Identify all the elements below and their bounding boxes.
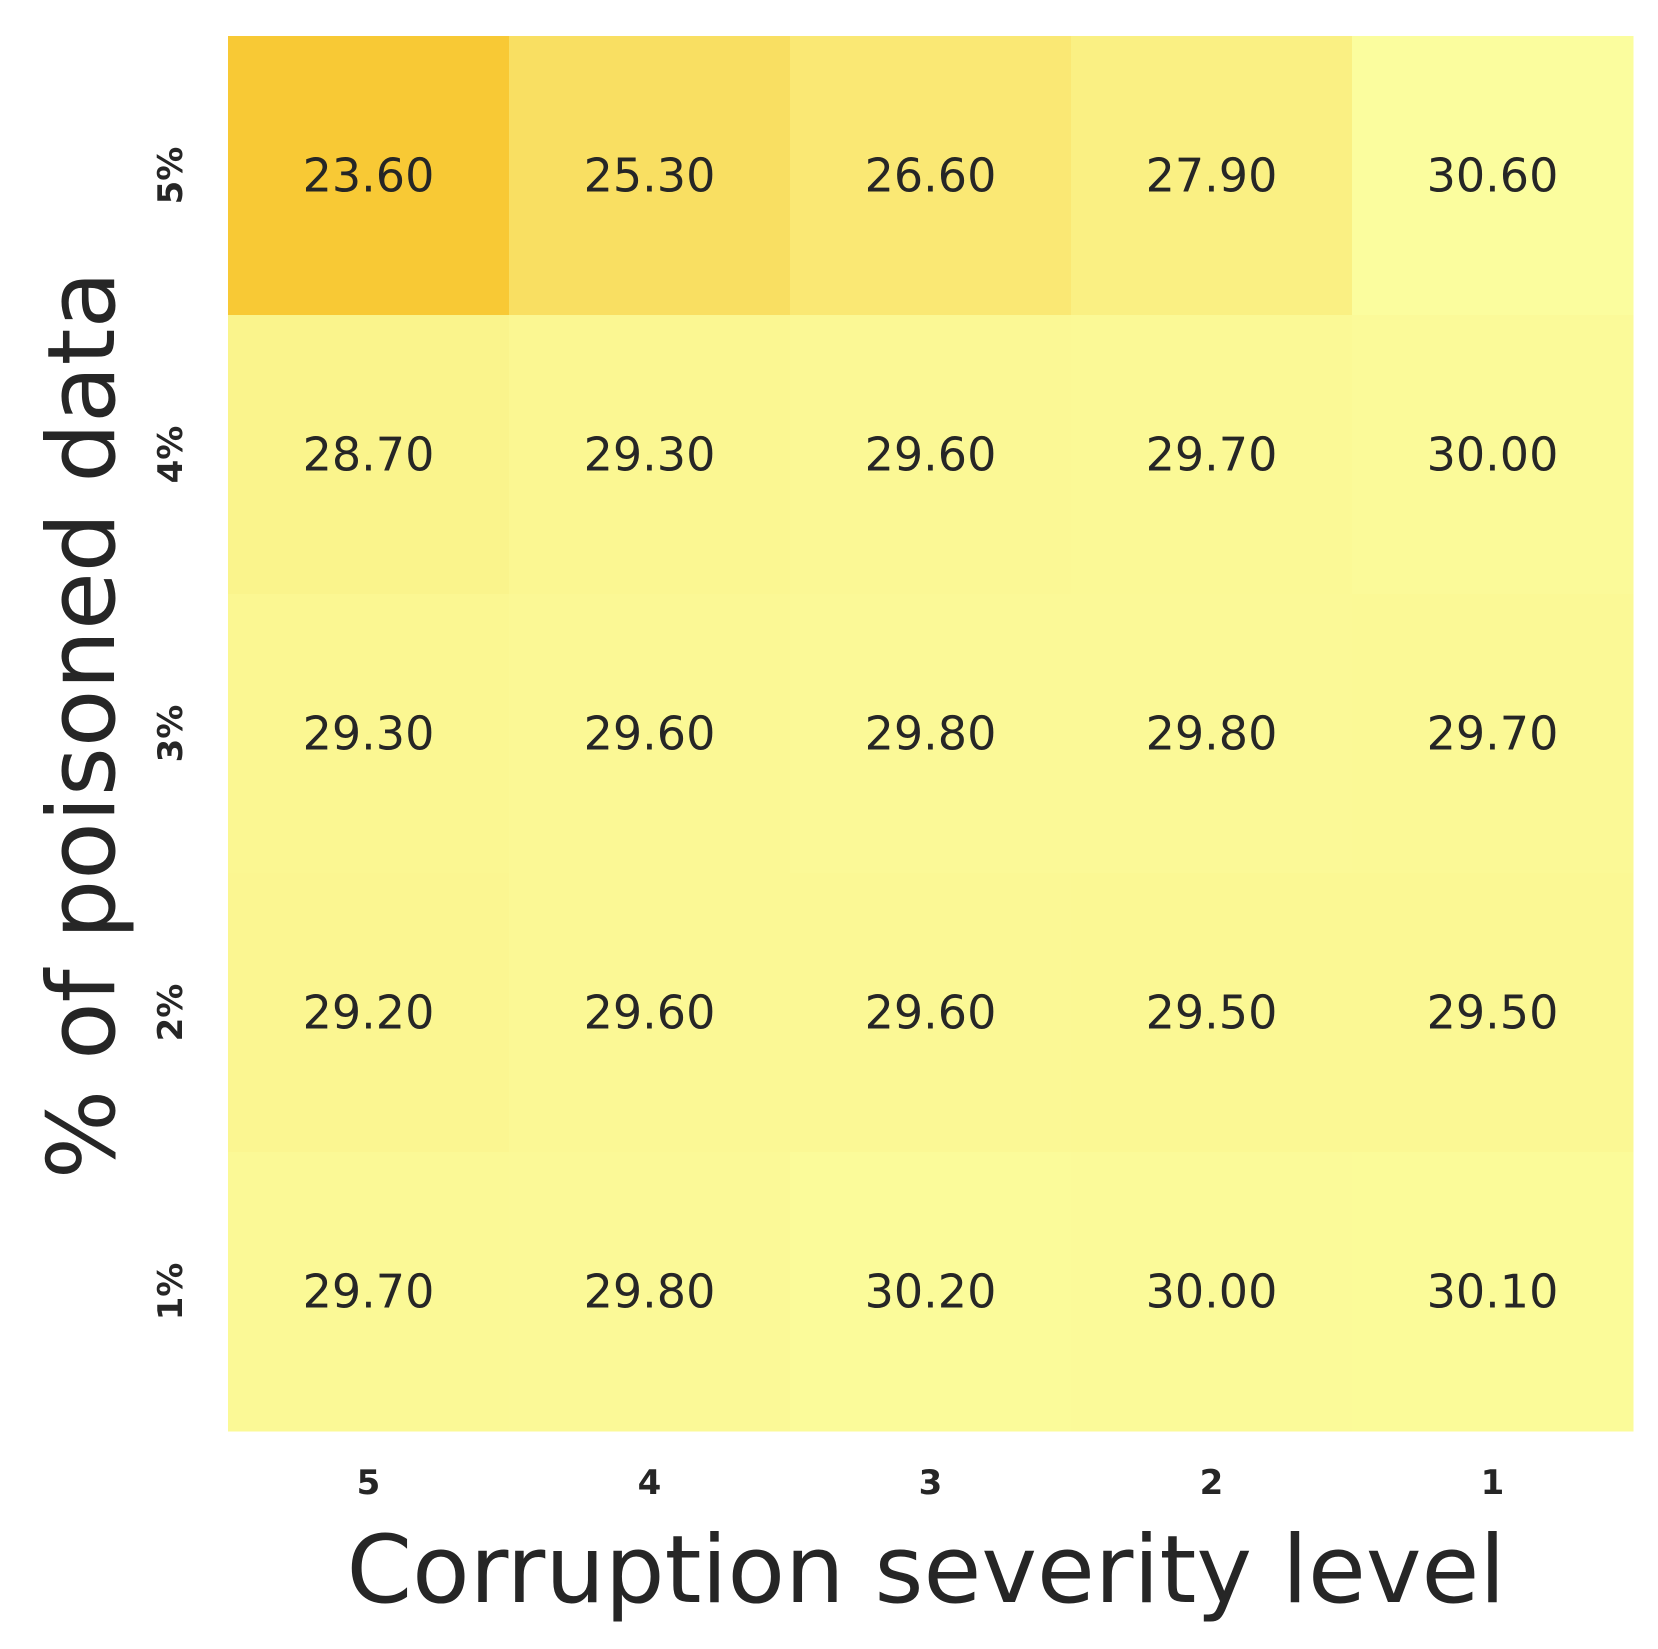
cell-value-label: 29.20 <box>303 986 435 1040</box>
y-axis-title: % of poisoned data <box>28 271 137 1179</box>
heatmap-cell <box>509 36 791 316</box>
cell-value-label: 29.70 <box>1146 428 1278 482</box>
heatmap-cell <box>1071 36 1353 316</box>
cell-value-label: 30.00 <box>1427 428 1559 482</box>
cell-value-label: 29.30 <box>303 707 435 761</box>
cell-value-label: 27.90 <box>1146 149 1278 203</box>
cell-value-label: 29.50 <box>1427 986 1559 1040</box>
x-tick-label: 2 <box>1200 1463 1224 1503</box>
cell-value-label: 29.80 <box>865 707 997 761</box>
cell-value-label: 29.30 <box>584 428 716 482</box>
heatmap-cell <box>228 873 510 1153</box>
heatmap-cell <box>509 873 791 1153</box>
cell-value-label: 29.70 <box>303 1265 435 1319</box>
heatmap-cell <box>1071 594 1353 874</box>
heatmap-cell <box>1071 873 1353 1153</box>
heatmap-cell <box>790 594 1072 874</box>
heatmap-cell <box>1352 36 1634 316</box>
heatmap-cell <box>1352 873 1634 1153</box>
cell-value-label: 29.80 <box>1146 707 1278 761</box>
cell-value-label: 25.30 <box>584 149 716 203</box>
x-tick-label: 5 <box>357 1463 381 1503</box>
x-tick-label: 1 <box>1481 1463 1505 1503</box>
heatmap-cell <box>790 315 1072 595</box>
x-axis-title: Corruption severity level <box>347 1516 1506 1625</box>
heatmap-cell <box>228 1152 510 1432</box>
cell-value-label: 29.60 <box>584 986 716 1040</box>
x-tick-label: 3 <box>919 1463 943 1503</box>
x-tick-labels: 5 4 3 2 1 <box>357 1463 1505 1503</box>
heatmap-cell <box>790 36 1072 316</box>
heatmap-cells: 23.60 25.30 26.60 27.90 30.60 28.70 29.30 29.60… <box>228 36 1634 1432</box>
heatmap-cell <box>790 1152 1072 1432</box>
cell-value-label: 29.60 <box>865 428 997 482</box>
cell-value-label: 28.70 <box>303 428 435 482</box>
cell-value-label: 30.00 <box>1146 1265 1278 1319</box>
heatmap-cell <box>228 36 510 316</box>
heatmap-cell <box>228 315 510 595</box>
y-tick-labels: 5% 4% 3% 2% 1% <box>151 147 191 1321</box>
cell-value-label: 30.20 <box>865 1265 997 1319</box>
cell-value-label: 30.60 <box>1427 149 1559 203</box>
cell-value-label: 29.50 <box>1146 986 1278 1040</box>
heatmap-cell <box>1352 594 1634 874</box>
cell-value-label: 29.60 <box>865 986 997 1040</box>
heatmap-cell <box>1352 1152 1634 1432</box>
y-tick-label: 3% <box>151 705 191 763</box>
y-tick-label: 1% <box>151 1263 191 1321</box>
heatmap-cell <box>509 1152 791 1432</box>
heatmap-cell <box>790 873 1072 1153</box>
cell-value-label: 29.80 <box>584 1265 716 1319</box>
y-tick-label: 2% <box>151 984 191 1042</box>
cell-value-label: 29.60 <box>584 707 716 761</box>
heatmap-cell <box>1071 315 1353 595</box>
heatmap-cell <box>509 315 791 595</box>
heatmap-cell <box>228 594 510 874</box>
cell-value-label: 23.60 <box>303 149 435 203</box>
y-tick-label: 4% <box>151 426 191 484</box>
heatmap-cell <box>1071 1152 1353 1432</box>
cell-value-label: 29.70 <box>1427 707 1559 761</box>
cell-value-label: 30.10 <box>1427 1265 1559 1319</box>
cell-value-label: 26.60 <box>865 149 997 203</box>
heatmap-cell <box>509 594 791 874</box>
x-tick-label: 4 <box>638 1463 662 1503</box>
heatmap-cell <box>1352 315 1634 595</box>
y-tick-label: 5% <box>151 147 191 205</box>
